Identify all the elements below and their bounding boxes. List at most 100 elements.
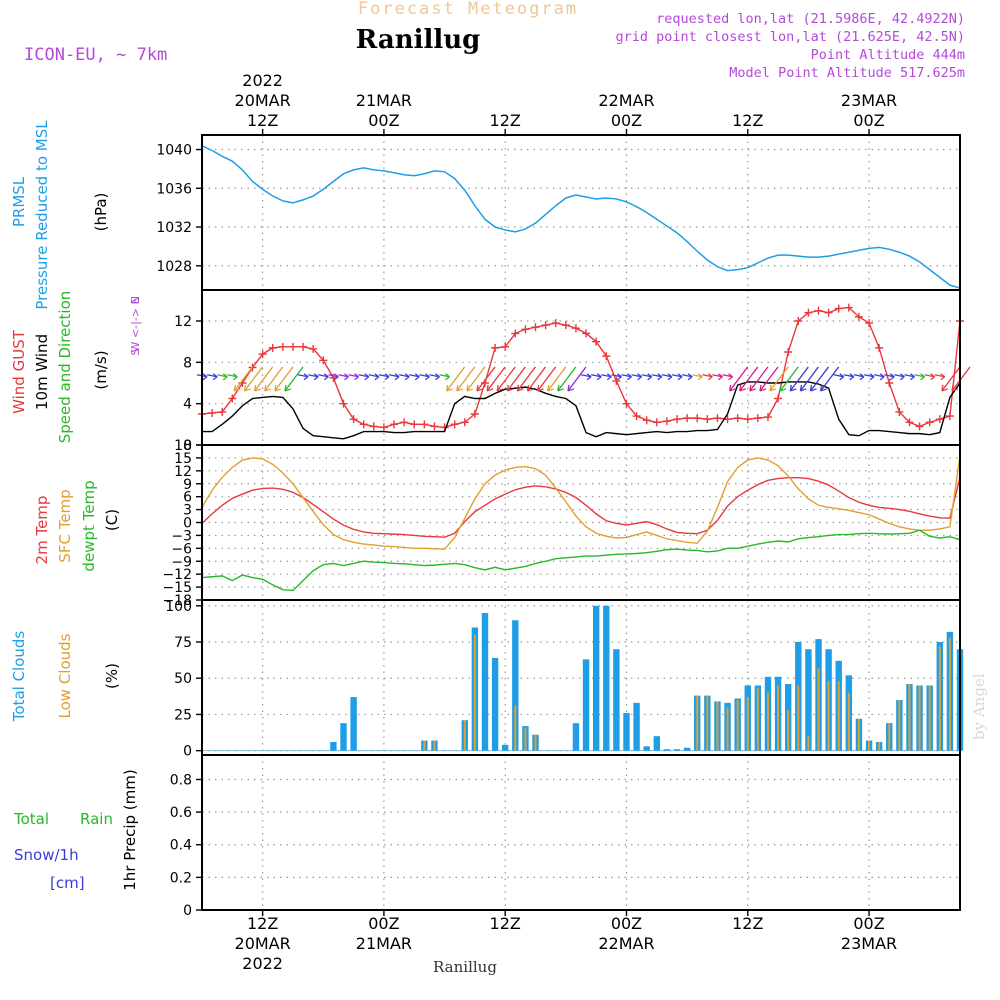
wind-arrow xyxy=(914,373,925,381)
label-10m-wind: 10m Wind xyxy=(33,334,51,410)
total-cloud-bar xyxy=(572,723,580,751)
wind-arrow xyxy=(358,373,370,381)
panel-frames xyxy=(201,134,961,911)
gust-marker xyxy=(652,418,661,427)
y-tick-label: 6 xyxy=(183,490,192,506)
sfc-temp-line xyxy=(201,455,961,550)
label-snow: Snow/1h xyxy=(14,846,79,864)
panel-frame-wind xyxy=(201,289,961,446)
total-cloud-bar xyxy=(330,741,337,751)
time-label: 00Z xyxy=(611,111,642,130)
y-tick-label: 0 xyxy=(183,903,192,919)
low-cloud-bar xyxy=(878,741,881,751)
label-hpa: (hPa) xyxy=(92,193,110,232)
wind-arrow xyxy=(729,366,749,392)
label-percent: (%) xyxy=(103,663,121,689)
gust-marker xyxy=(218,407,227,416)
wind-arrow xyxy=(874,373,885,381)
wind-arrow xyxy=(567,366,587,392)
y-tick-label: 0.4 xyxy=(170,838,192,854)
gust-marker xyxy=(895,407,904,416)
low-cloud-bar xyxy=(716,701,719,751)
y-tick-label: −18 xyxy=(162,593,192,609)
info-grid-point: grid point closest lon,lat (21.625E, 42.… xyxy=(616,29,966,45)
gust-marker xyxy=(834,304,843,313)
label-total-clouds: Total Clouds xyxy=(10,631,28,723)
y-tick-label: 0.6 xyxy=(170,805,192,821)
time-label: 2022 xyxy=(242,71,283,90)
total-cloud-bar xyxy=(491,657,499,751)
time-label: 12Z xyxy=(490,111,521,130)
time-label: 12Z xyxy=(732,111,763,130)
low-cloud-bar xyxy=(807,736,810,751)
label-speed-direction: Speed and Direction xyxy=(56,291,74,444)
label-total: Total xyxy=(13,810,49,828)
y-tick-label: 25 xyxy=(174,707,192,723)
gust-marker xyxy=(531,323,540,332)
total-cloud-bar xyxy=(613,649,620,751)
gust-marker xyxy=(299,342,308,351)
y-tick-label: 18 xyxy=(174,438,192,454)
y-tick-label: 1036 xyxy=(156,181,192,197)
y-tick-label: −6 xyxy=(171,541,192,557)
low-cloud-bar xyxy=(433,740,436,751)
label-pressure: Pressure Reduced to MSL xyxy=(33,120,51,310)
wind-arrow xyxy=(779,366,799,392)
label-dewpt-temp: dewpt Temp xyxy=(80,480,98,571)
gust-marker xyxy=(612,376,621,385)
wind-arrow xyxy=(833,373,845,381)
wind-arrow xyxy=(712,373,723,381)
gust-marker xyxy=(673,415,682,424)
low-cloud-bar xyxy=(868,740,871,751)
time-label: 00Z xyxy=(853,111,884,130)
low-cloud-bar xyxy=(817,668,820,751)
low-cloud-bar xyxy=(908,684,911,751)
wind-arrow xyxy=(264,366,284,392)
wind-arrow xyxy=(692,373,703,381)
y-tick-label: 100 xyxy=(165,599,192,615)
gust-marker xyxy=(278,342,287,351)
y-tick-label: 1032 xyxy=(156,220,192,236)
label-prmsl: PRMSL xyxy=(10,176,28,227)
gust-marker xyxy=(541,321,550,330)
gust-marker xyxy=(450,420,459,429)
label-precip: 1hr Precip (mm) xyxy=(121,769,139,890)
time-label: 00Z xyxy=(368,111,399,130)
wind-arrow xyxy=(284,366,304,392)
wind-arrow xyxy=(661,373,673,381)
low-cloud-bar xyxy=(463,720,466,751)
wind-arrow xyxy=(611,373,622,381)
time-label: 22MAR xyxy=(598,934,654,953)
y-tick-label: 1040 xyxy=(156,143,192,159)
gust-marker xyxy=(824,308,833,317)
low-cloud-bar xyxy=(777,685,780,751)
gust-marker xyxy=(309,344,318,353)
total-cloud-bar xyxy=(673,749,681,751)
wind-arrow xyxy=(206,373,218,381)
y-tick-label: 0 xyxy=(183,516,192,532)
wind-arrow xyxy=(934,373,946,381)
low-cloud-bar xyxy=(696,695,699,751)
gust-marker xyxy=(622,399,631,408)
total-cloud-bar xyxy=(633,702,640,751)
low-cloud-bar xyxy=(787,710,790,751)
label-ms: (m/s) xyxy=(92,350,110,389)
wind-arrow xyxy=(338,373,349,381)
total-cloud-bar xyxy=(502,744,509,751)
wind-arrow xyxy=(789,366,809,392)
pressure-line xyxy=(201,144,961,289)
low-cloud-bar xyxy=(514,705,517,751)
label-sfc-temp: SFC Temp xyxy=(56,489,74,562)
total-cloud-bar xyxy=(582,659,590,751)
total-cloud-bar xyxy=(663,749,671,751)
gust-marker xyxy=(511,329,520,338)
low-cloud-bar xyxy=(928,685,931,751)
label-rain: Rain xyxy=(80,810,113,828)
wind-arrow xyxy=(217,373,228,381)
wind-arrow xyxy=(702,373,713,381)
total-cloud-bar xyxy=(603,605,610,751)
wind-arrow xyxy=(863,373,875,381)
temperature-plot xyxy=(201,455,961,592)
panel-frame-precip xyxy=(201,754,961,911)
gust-line xyxy=(201,306,961,429)
